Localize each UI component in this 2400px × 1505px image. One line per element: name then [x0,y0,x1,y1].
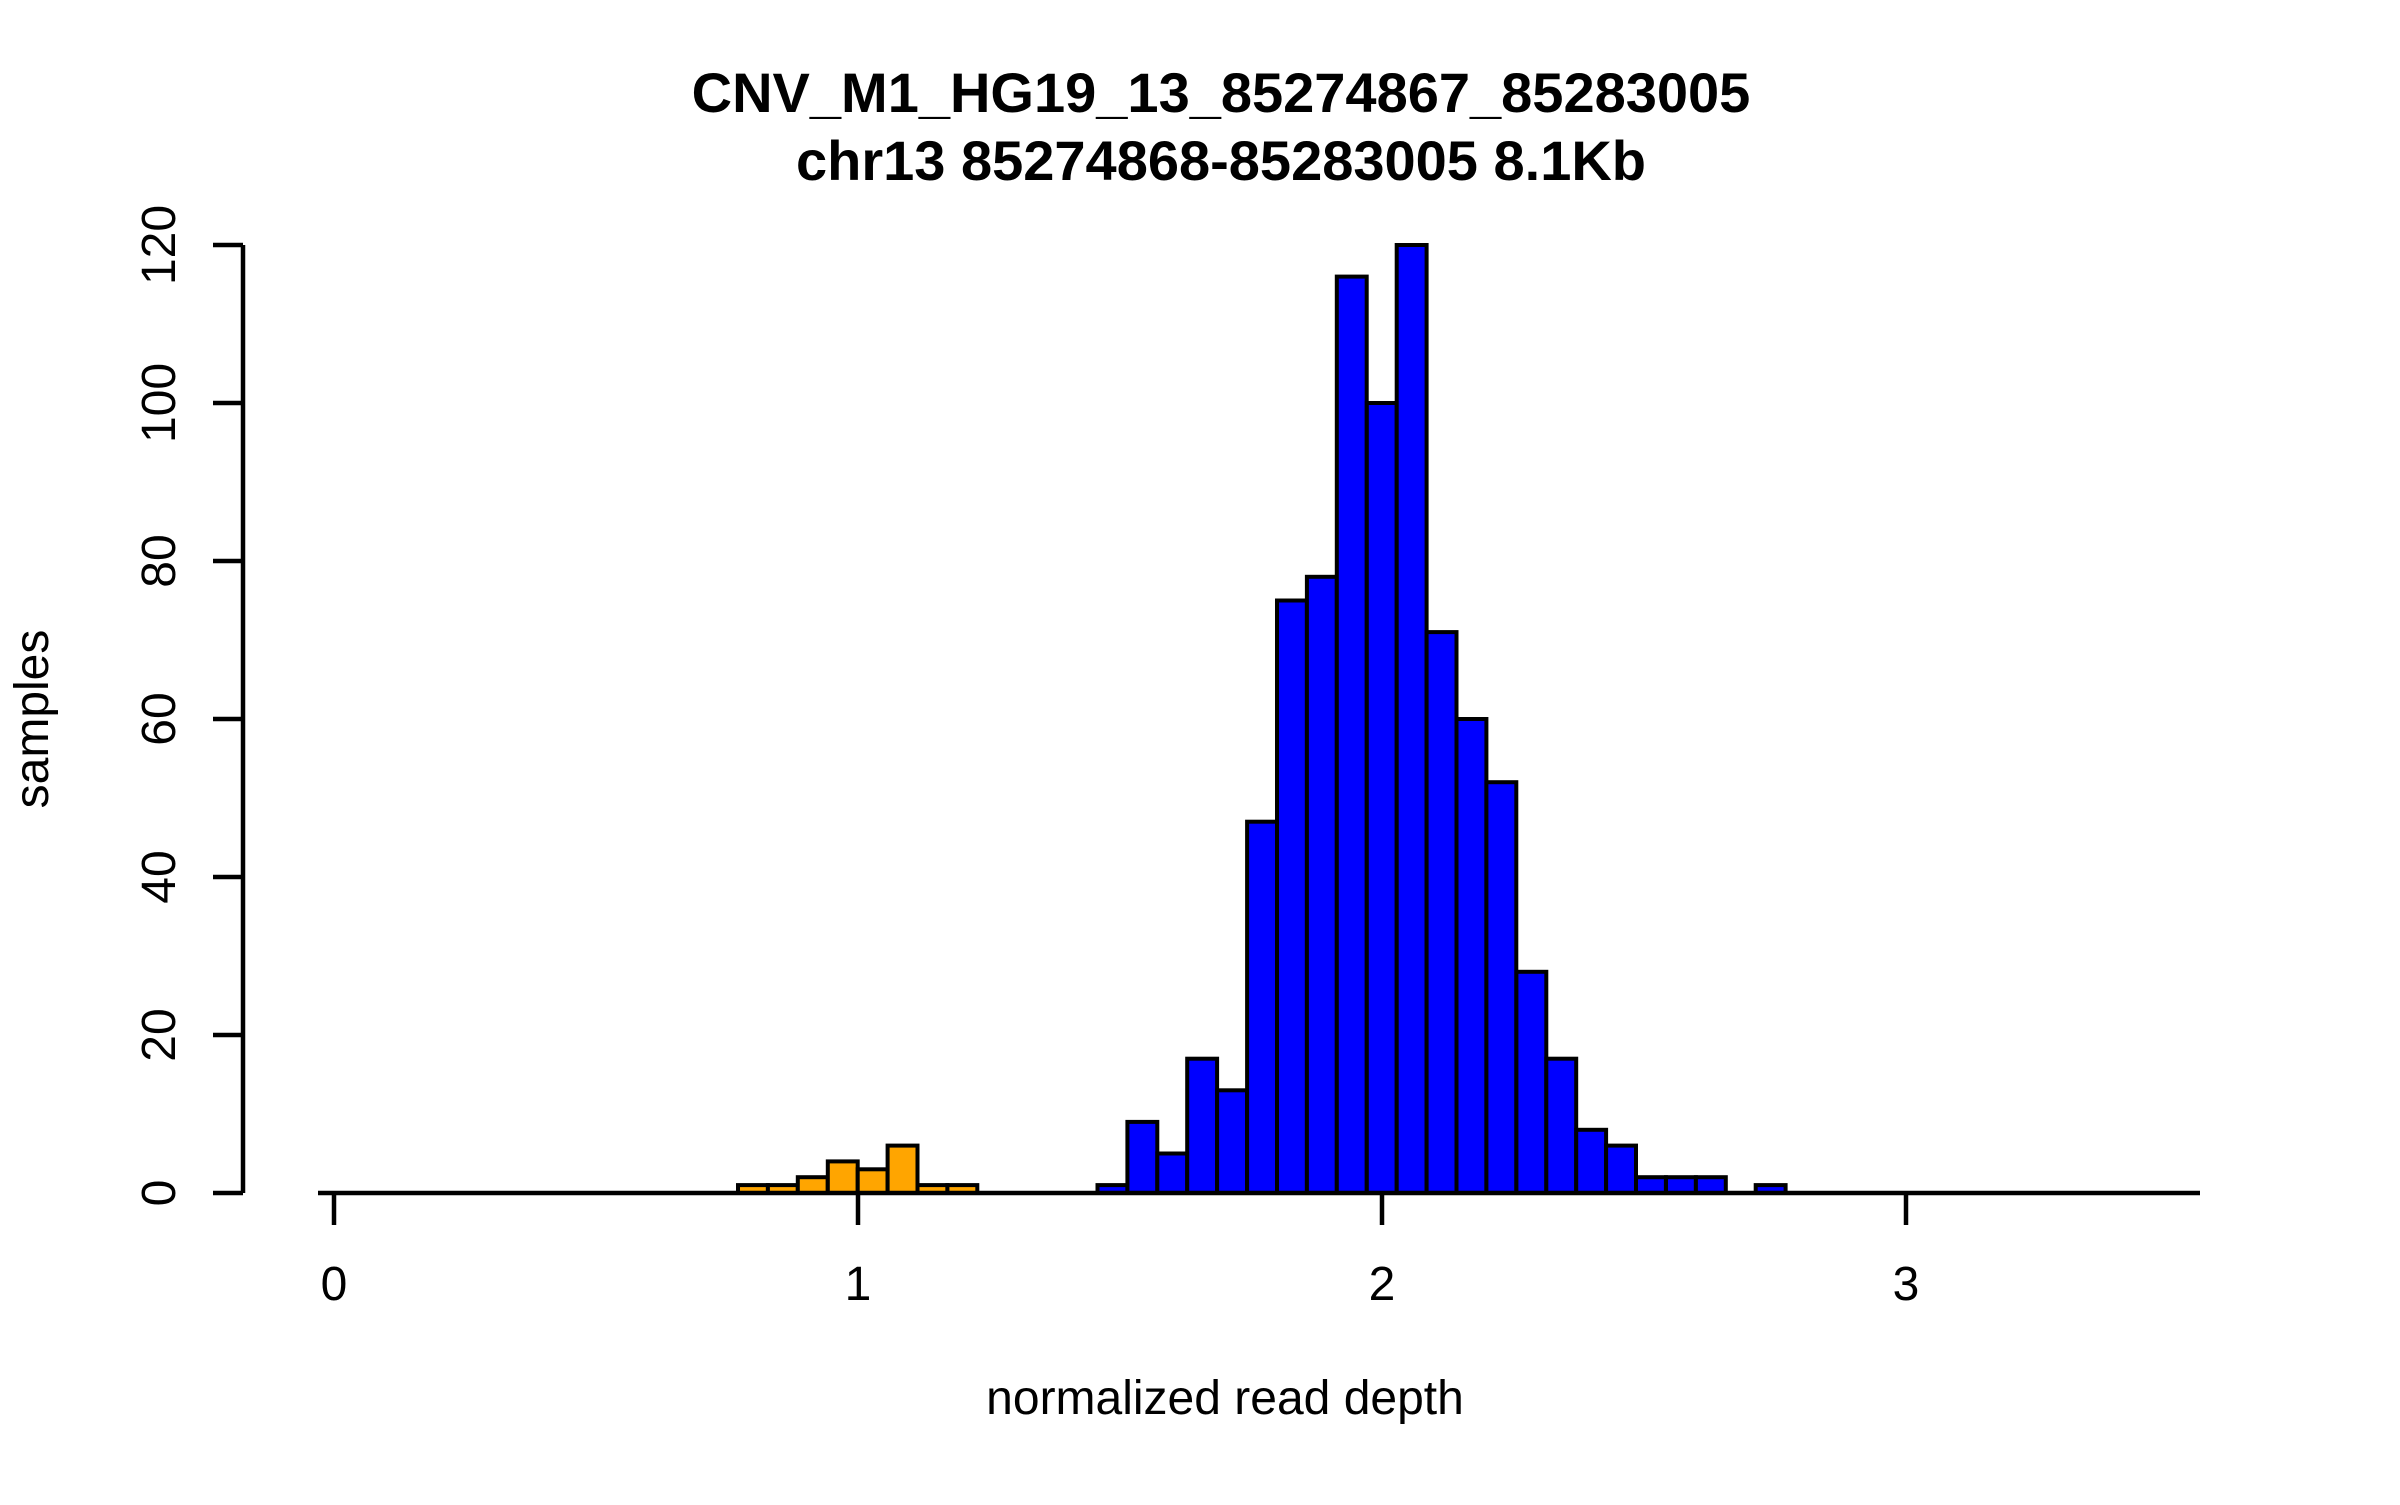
histogram-bar [1693,1175,1728,1195]
histogram-bar [1334,274,1369,1196]
histogram-bar [1215,1088,1249,1196]
histogram-bar [1484,780,1519,1195]
histogram-bar [1394,243,1429,1195]
y-tick-label: 100 [133,363,186,443]
series-blue_bars [1095,243,1788,1196]
histogram-bar [795,1175,830,1195]
histogram-bar [1304,574,1339,1195]
x-axis-label: normalized read depth [986,1372,1464,1425]
x-tick-label: 0 [321,1258,348,1311]
histogram-bar [1604,1143,1638,1195]
chart-title: CNV_M1_HG19_13_85274867_85283005 [692,61,1751,124]
y-axis-label: samples [6,630,59,809]
y-tick-label: 80 [133,534,186,587]
histogram-bar [1454,717,1489,1195]
histogram-bar [1155,1151,1190,1195]
histogram-bar [1275,598,1309,1195]
histogram-bar [855,1167,890,1196]
histogram-bar [1364,401,1399,1195]
histogram-bars [736,243,1788,1196]
x-tick-label: 2 [1369,1258,1396,1311]
histogram-bar [1125,1119,1160,1196]
series-orange_bars [736,1143,980,1196]
histogram-bar [1185,1056,1220,1195]
histogram-bar [1574,1127,1609,1196]
histogram-bar [1424,630,1459,1195]
x-axis-ticks: 0 1 2 3 [321,1193,1920,1311]
y-tick-label: 40 [133,850,186,903]
histogram-bar [1634,1175,1668,1195]
y-axis: 0 20 40 60 80 100 120 [133,205,246,1206]
y-axis-ticks: 0 20 40 60 80 100 120 [133,205,243,1206]
x-tick-label: 1 [845,1258,872,1311]
histogram-bar [1664,1175,1698,1195]
histogram-bar [1544,1056,1579,1195]
histogram-bar [1514,969,1549,1195]
x-tick-label: 3 [1893,1258,1920,1311]
y-tick-label: 20 [133,1008,186,1061]
histogram-bar [825,1159,860,1196]
histogram-bar [1245,819,1279,1195]
histogram-bar [885,1143,920,1195]
y-tick-label: 0 [133,1180,186,1207]
x-axis: 0 1 2 3 [318,1190,2200,1311]
y-tick-label: 120 [133,205,186,285]
y-tick-label: 60 [133,692,186,745]
chart-subtitle: chr13 85274868-85283005 8.1Kb [796,129,1646,192]
